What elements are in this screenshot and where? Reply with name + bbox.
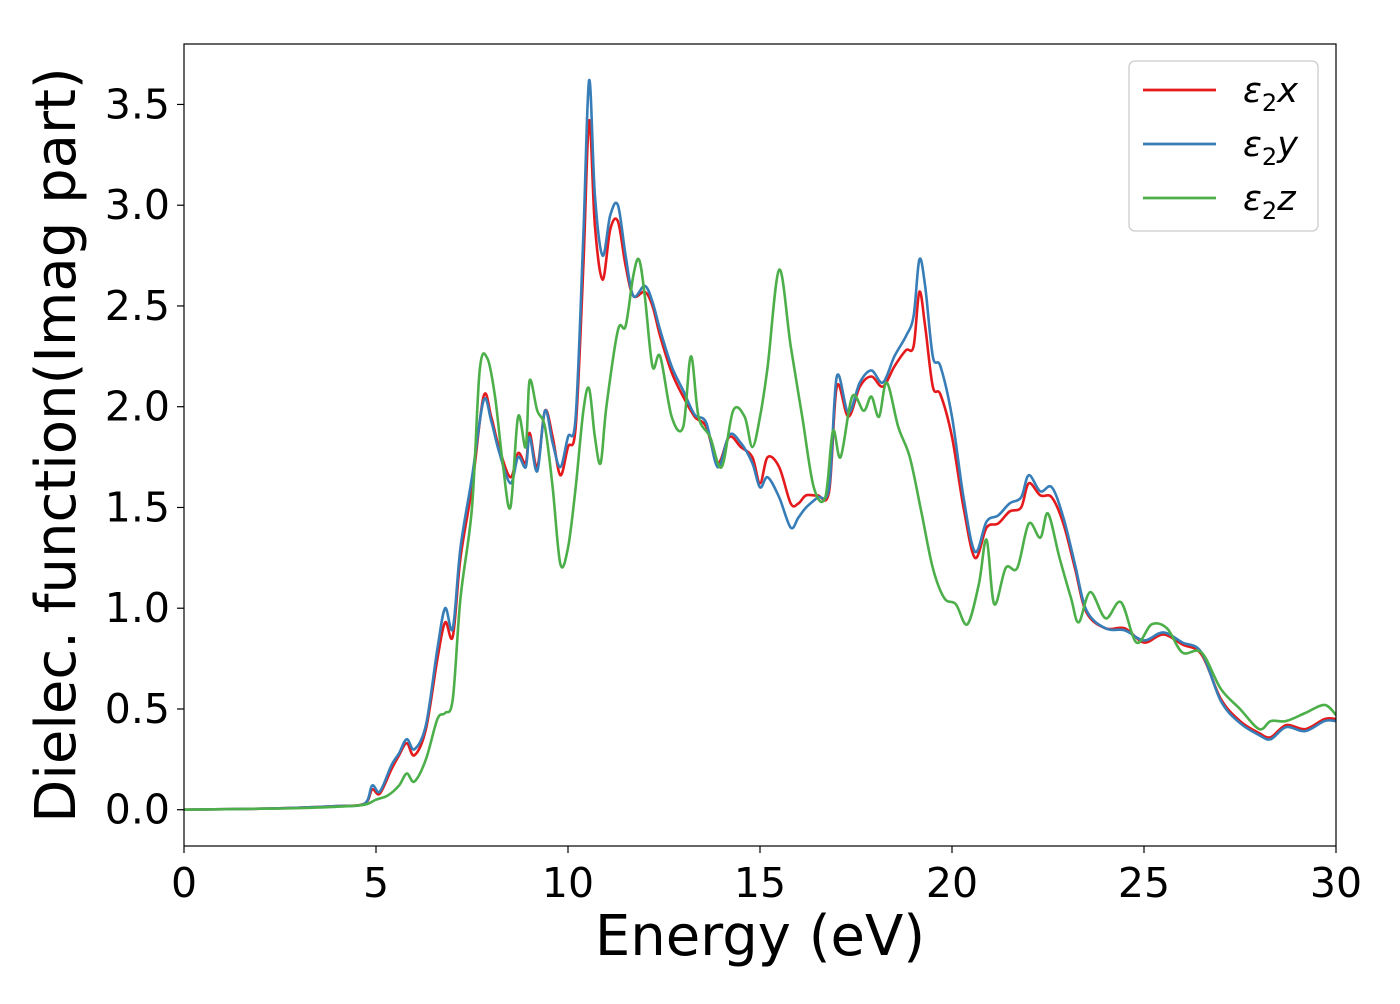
x-tick-label: 10 — [542, 859, 594, 907]
x-tick-label: 25 — [1118, 859, 1170, 907]
x-tick-label: 0 — [171, 859, 197, 907]
series-line-y — [184, 78, 1336, 812]
y-tick-label: 2.0 — [105, 383, 170, 431]
legend-label-base: ε — [1243, 71, 1262, 111]
legend-label-y: ε2y — [1243, 125, 1299, 171]
series-line-x — [184, 119, 1336, 812]
x-tick-label: 5 — [363, 859, 389, 907]
x-tick-label: 20 — [926, 859, 978, 907]
legend-box — [1128, 60, 1319, 232]
legend-label-x: ε2x — [1243, 71, 1298, 117]
y-axis-title: Dielec. function(Imag part) — [24, 67, 89, 823]
x-axis-title: Energy (eV) — [595, 904, 925, 969]
y-tick-label: 0.5 — [105, 685, 170, 733]
series-line-z — [184, 257, 1336, 812]
y-tick-label: 3.0 — [105, 181, 170, 229]
y-tick-label: 2.5 — [105, 282, 170, 330]
y-tick-label: 1.5 — [105, 483, 170, 531]
legend-label-subscript: 2 — [1262, 197, 1277, 225]
legend-label-subscript: 2 — [1262, 89, 1277, 117]
legend-label-subscript: 2 — [1262, 143, 1277, 171]
y-tick-label: 0.0 — [105, 786, 170, 834]
x-tick-label: 15 — [734, 859, 786, 907]
legend-label-variable: z — [1276, 179, 1296, 219]
legend-label-variable: y — [1276, 125, 1299, 165]
legend-label-variable: x — [1276, 71, 1298, 111]
legend-label-z: ε2z — [1243, 179, 1296, 225]
series-layer — [184, 78, 1336, 812]
y-axis-ticks: 0.0 0.5 1.0 1.5 2.0 2.5 3.0 3.5 — [105, 80, 184, 834]
y-tick-label: 1.0 — [105, 584, 170, 632]
legend-label-base: ε — [1243, 179, 1262, 219]
x-tick-label: 30 — [1310, 859, 1362, 907]
y-tick-label: 3.5 — [105, 80, 170, 128]
legend-label-base: ε — [1243, 125, 1262, 165]
x-axis-ticks: 0 5 10 15 20 25 30 — [171, 846, 1362, 907]
